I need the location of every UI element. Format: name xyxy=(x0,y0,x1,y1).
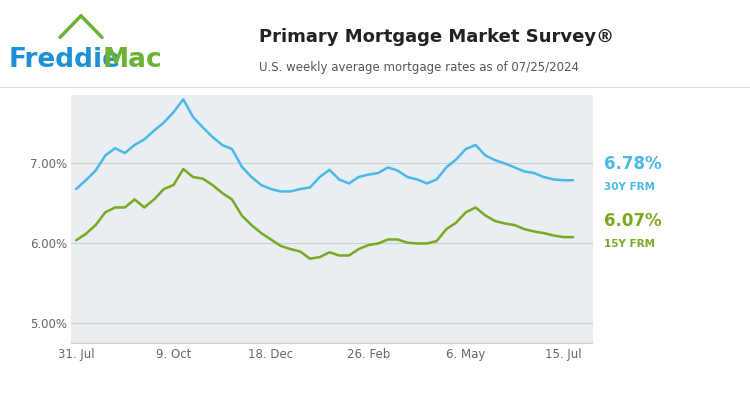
Text: 30Y FRM: 30Y FRM xyxy=(604,182,655,192)
Text: U.S. weekly average mortgage rates as of 07/25/2024: U.S. weekly average mortgage rates as of… xyxy=(259,61,579,74)
Text: Mac: Mac xyxy=(103,47,162,73)
Text: 6.07%: 6.07% xyxy=(604,212,662,230)
Text: Freddie: Freddie xyxy=(9,47,121,73)
Text: Primary Mortgage Market Survey®: Primary Mortgage Market Survey® xyxy=(259,28,614,46)
Text: 15Y FRM: 15Y FRM xyxy=(604,239,655,249)
Text: 6.78%: 6.78% xyxy=(604,155,662,173)
